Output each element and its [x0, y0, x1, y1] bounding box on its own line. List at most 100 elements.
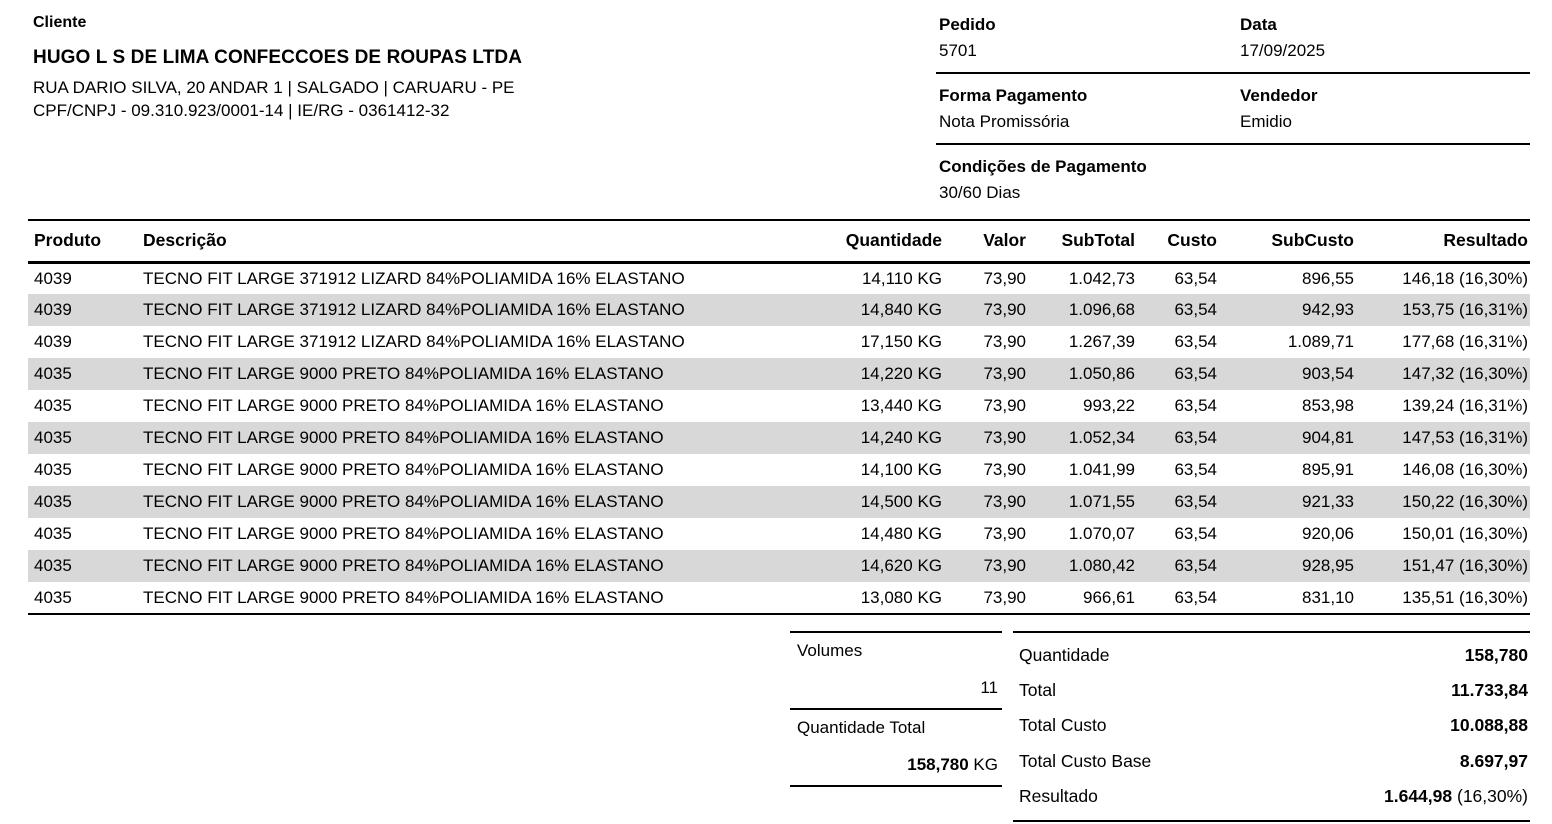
cell-quantidade: 14,220 KG	[860, 364, 942, 383]
cell-custo: 63,54	[1174, 396, 1217, 415]
cell-valor: 73,90	[983, 332, 1026, 351]
cell-quantidade: 14,240 KG	[860, 428, 942, 447]
summary-value-number: 8.697,97	[1459, 750, 1528, 771]
header-subcusto: SubCusto	[1219, 220, 1356, 264]
cell-valor: 73,90	[983, 524, 1026, 543]
pedido-label: Pedido	[939, 15, 996, 34]
cell-custo: 63,54	[1174, 332, 1217, 351]
table-row: 4035 TECNO FIT LARGE 9000 PRETO 84%POLIAM…	[28, 582, 1530, 614]
summary-value-number: 158,780	[1464, 645, 1528, 666]
cell-subtotal: 1.052,34	[1068, 428, 1135, 447]
cell-descricao: TECNO FIT LARGE 371912 LIZARD 84%POLIAMI…	[143, 332, 685, 351]
cell-descricao: TECNO FIT LARGE 371912 LIZARD 84%POLIAMI…	[143, 268, 685, 288]
quantidade-total-number: 158,780	[907, 755, 969, 774]
items-table: Produto Descrição Quantidade Valor SubTo…	[28, 219, 1530, 615]
summary-value-number: 11.733,84	[1451, 680, 1528, 701]
items-table-body: 4039 TECNO FIT LARGE 371912 LIZARD 84%POL…	[28, 262, 1530, 614]
pedido-value: 5701	[939, 41, 977, 60]
cell-resultado: 146,08 (16,30%)	[1402, 460, 1528, 479]
summary-volumes-box: Volumes 11 Quantidade Total 158,780 KG	[790, 631, 1002, 787]
cell-quantidade: 13,080 KG	[860, 587, 942, 607]
table-row: 4035 TECNO FIT LARGE 9000 PRETO 84%POLIAM…	[28, 486, 1530, 518]
data-label: Data	[1240, 15, 1277, 34]
table-row: 4035 TECNO FIT LARGE 9000 PRETO 84%POLIAM…	[28, 454, 1530, 486]
summary-value: 11.733,84	[1451, 680, 1528, 701]
cell-subcusto: 921,33	[1302, 492, 1354, 511]
summary-row-quantidade: Quantidade 158,780	[1013, 638, 1530, 673]
header-quantidade: Quantidade	[800, 220, 944, 264]
order-row-pedido-data: Pedido 5701 Data 17/09/2025	[936, 14, 1530, 74]
cell-subtotal: 1.070,07	[1068, 524, 1135, 543]
data-value: 17/09/2025	[1240, 41, 1326, 60]
cell-resultado: 177,68 (16,31%)	[1402, 332, 1528, 351]
cell-valor: 73,90	[983, 268, 1026, 288]
cell-valor: 73,90	[983, 492, 1026, 511]
cell-subtotal: 1.080,42	[1068, 556, 1135, 575]
cell-subcusto: 896,55	[1302, 268, 1354, 288]
cell-subcusto: 853,98	[1302, 396, 1354, 415]
cell-resultado: 150,01 (16,30%)	[1402, 524, 1528, 543]
client-name: HUGO L S DE LIMA CONFECCOES DE ROUPAS LT…	[33, 47, 523, 68]
quantidade-total-label: Quantidade Total	[797, 718, 926, 737]
cell-produto: 4035	[34, 587, 72, 607]
cell-descricao: TECNO FIT LARGE 9000 PRETO 84%POLIAMIDA …	[143, 364, 664, 383]
vendedor-value: Emidio	[1240, 112, 1292, 131]
cell-custo: 63,54	[1174, 364, 1217, 383]
quantidade-total-cell: Quantidade Total 158,780 KG	[790, 710, 1002, 787]
order-row-condicoes: Condições de Pagamento 30/60 Dias	[936, 156, 1530, 214]
header-resultado: Resultado	[1356, 220, 1530, 264]
cell-subtotal: 1.096,68	[1068, 300, 1135, 319]
cell-valor: 73,90	[983, 587, 1026, 607]
client-address: RUA DARIO SILVA, 20 ANDAR 1 | SALGADO | …	[33, 78, 515, 97]
summary-value: 10.088,88	[1450, 715, 1528, 736]
cell-descricao: TECNO FIT LARGE 9000 PRETO 84%POLIAMIDA …	[143, 396, 664, 415]
cell-subcusto: 942,93	[1302, 300, 1354, 319]
summary-value: 1.644,98 (16,30%)	[1384, 786, 1528, 807]
header-custo: Custo	[1137, 220, 1219, 264]
order-row-pagamento-vendedor: Forma Pagamento Nota Promissória Vendedo…	[936, 85, 1530, 145]
summary-value-number: 10.088,88	[1450, 715, 1528, 736]
cell-produto: 4035	[34, 492, 72, 511]
summary-row-resultado: Resultado 1.644,98 (16,30%)	[1013, 779, 1530, 814]
volumes-cell: Volumes 11	[790, 633, 1002, 710]
cell-quantidade: 14,100 KG	[860, 460, 942, 479]
forma-pagamento-cell: Forma Pagamento Nota Promissória	[936, 85, 1237, 134]
cell-subcusto: 928,95	[1302, 556, 1354, 575]
cell-subcusto: 895,91	[1302, 460, 1354, 479]
cell-valor: 73,90	[983, 556, 1026, 575]
cell-descricao: TECNO FIT LARGE 9000 PRETO 84%POLIAMIDA …	[143, 587, 664, 607]
cell-descricao: TECNO FIT LARGE 371912 LIZARD 84%POLIAMI…	[143, 300, 685, 319]
cell-subcusto: 903,54	[1302, 364, 1354, 383]
summary-value-number: 1.644,98	[1384, 785, 1453, 806]
cell-resultado: 146,18 (16,30%)	[1402, 268, 1528, 288]
cell-valor: 73,90	[983, 364, 1026, 383]
cell-custo: 63,54	[1174, 556, 1217, 575]
cell-descricao: TECNO FIT LARGE 9000 PRETO 84%POLIAMIDA …	[143, 492, 664, 511]
summary-label: Resultado	[1019, 785, 1098, 806]
summary-row-total: Total 11.733,84	[1013, 673, 1530, 708]
cell-quantidade: 14,480 KG	[860, 524, 942, 543]
table-row: 4035 TECNO FIT LARGE 9000 PRETO 84%POLIAM…	[28, 390, 1530, 422]
forma-pagamento-label: Forma Pagamento	[939, 86, 1088, 105]
summary-value: 8.697,97	[1460, 751, 1528, 772]
summary-label: Quantidade	[1019, 645, 1110, 666]
cell-subcusto: 831,10	[1302, 587, 1354, 607]
table-row: 4039 TECNO FIT LARGE 371912 LIZARD 84%POL…	[28, 326, 1530, 358]
cell-quantidade: 13,440 KG	[860, 396, 942, 415]
cell-valor: 73,90	[983, 396, 1026, 415]
cell-produto: 4035	[34, 460, 72, 479]
summary-row-total-custo-base: Total Custo Base 8.697,97	[1013, 744, 1530, 779]
quantidade-total-unit: KG	[968, 755, 998, 774]
forma-pagamento-value: Nota Promissória	[939, 112, 1070, 131]
items-table-header: Produto Descrição Quantidade Valor SubTo…	[28, 220, 1530, 264]
summary-row-total-custo: Total Custo 10.088,88	[1013, 708, 1530, 743]
cell-custo: 63,54	[1174, 460, 1217, 479]
cell-custo: 63,54	[1174, 268, 1217, 288]
cell-quantidade: 17,150 KG	[860, 332, 942, 351]
summary-label: Total Custo Base	[1019, 750, 1152, 771]
data-cell: Data 17/09/2025	[1237, 14, 1530, 63]
cell-resultado: 147,32 (16,30%)	[1402, 364, 1528, 383]
header-subtotal: SubTotal	[1028, 220, 1137, 264]
cell-resultado: 135,51 (16,30%)	[1402, 587, 1528, 607]
cell-produto: 4039	[34, 268, 72, 288]
